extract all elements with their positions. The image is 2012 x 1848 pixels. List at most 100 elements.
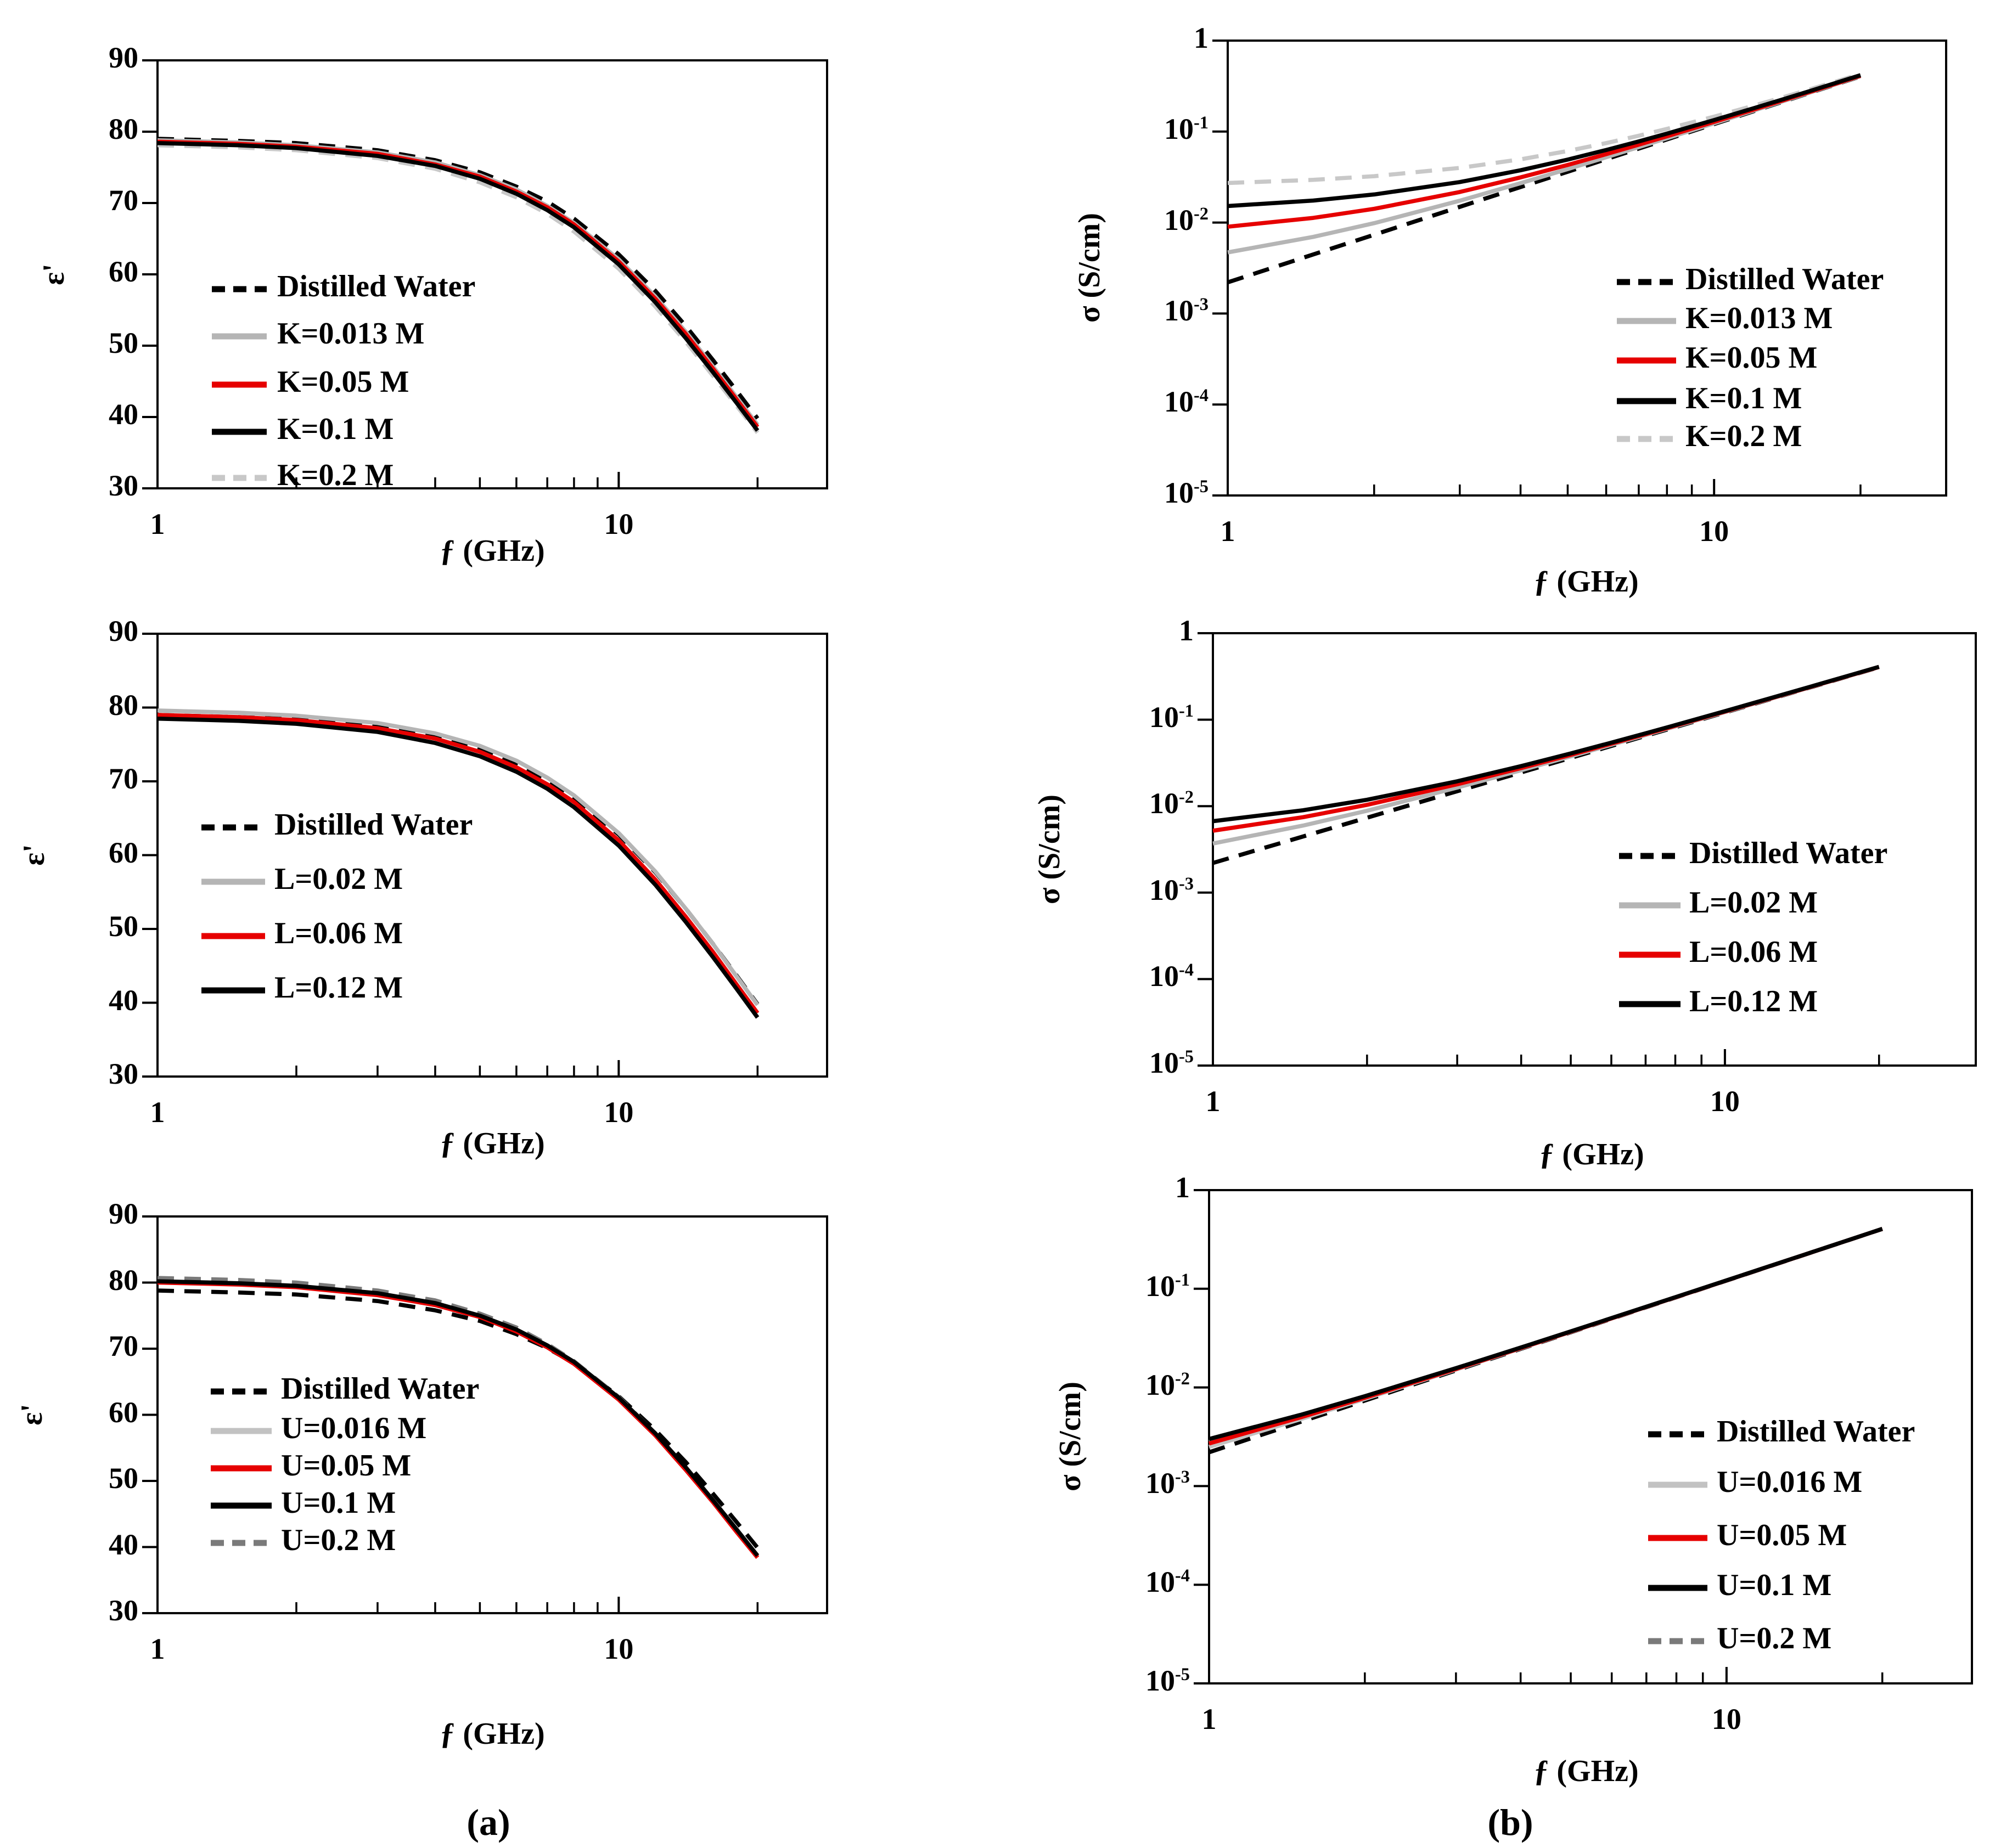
exponent: -4 [1194, 386, 1209, 406]
b3-y-tick-label-1: 10-1 [1145, 1269, 1190, 1303]
b3-series-u-0-1-m [1209, 1227, 1883, 1441]
a1-x-axis-title: ƒ (GHz) [440, 534, 545, 568]
b2-legend-label-2: L=0.06 M [1689, 935, 1818, 969]
a2-y-tick-label-5: 40 [109, 983, 138, 1017]
a2-y-axis-title: ε' [17, 844, 51, 866]
exponent: -4 [1179, 960, 1194, 981]
a1-x-tick-label-10: 10 [604, 508, 634, 540]
b1-legend-label-2: K=0.05 M [1685, 341, 1818, 375]
b1-series-k-0-2-m [1227, 72, 1862, 185]
exponent: -2 [1179, 787, 1194, 808]
b3-legend-label-1: U=0.016 M [1717, 1465, 1863, 1499]
a2-y-tick-label-1: 80 [109, 688, 138, 722]
b1-legend-label-3: K=0.1 M [1685, 381, 1802, 415]
exponent: -1 [1179, 701, 1194, 721]
a2-legend-label-2: L=0.06 M [274, 916, 403, 950]
b3-x-axis-title: ƒ (GHz) [1533, 1754, 1639, 1788]
b2-x-axis-title: ƒ (GHz) [1539, 1137, 1644, 1171]
a1-x-tick-label-1: 1 [150, 508, 165, 540]
b3-legend-label-0: Distilled Water [1717, 1415, 1915, 1449]
a2-x-tick-label-1: 1 [150, 1096, 165, 1129]
exponent: -5 [1175, 1665, 1190, 1684]
a2-y-tick-label-2: 70 [109, 762, 138, 795]
a3-y-axis-title: ε' [15, 1404, 49, 1426]
exponent: -3 [1175, 1467, 1190, 1488]
b3-legend-label-2: U=0.05 M [1717, 1518, 1847, 1552]
a1-legend-label-2: K=0.05 M [277, 365, 409, 399]
panel-label-a: (a) [467, 1801, 510, 1843]
a1-y-tick-label-1: 80 [109, 112, 138, 145]
b1-y-tick-label-3: 10-3 [1164, 294, 1209, 328]
a2-y-tick-label-4: 50 [109, 910, 138, 943]
b1-series-k-0-1-m [1227, 73, 1862, 209]
b2-legend-label-1: L=0.02 M [1689, 886, 1818, 920]
panel-label-b: (b) [1487, 1801, 1533, 1843]
b2-legend-label-0: Distilled Water [1689, 836, 1888, 870]
a2-x-axis-title: ƒ (GHz) [440, 1126, 545, 1160]
exponent: -1 [1194, 112, 1209, 133]
a3-series-u-0-2-m [157, 1276, 760, 1558]
b3-x-tick-label-1: 1 [1201, 1703, 1217, 1736]
a2-y-tick-label-6: 30 [109, 1057, 138, 1090]
b1-y-tick-label-2: 10-2 [1164, 203, 1209, 236]
exponent: -5 [1194, 477, 1209, 497]
exponent: -2 [1194, 204, 1209, 224]
b2-y-axis-title: σ (S/cm) [1032, 795, 1066, 904]
b3-legend-label-4: U=0.2 M [1717, 1621, 1832, 1655]
b1-y-tick-label-1: 10-1 [1164, 112, 1209, 145]
b1-y-axis-title: σ (S/cm) [1072, 213, 1106, 323]
a1-y-tick-label-6: 30 [109, 469, 138, 502]
a3-legend-label-2: U=0.05 M [281, 1449, 412, 1483]
b3-y-tick-label-2: 10-2 [1145, 1368, 1190, 1401]
chart-a3 [0, 1196, 933, 1750]
b1-legend-label-0: Distilled Water [1685, 262, 1884, 296]
b3-plot-border [1208, 1189, 1973, 1684]
b1-y-tick-label-4: 10-4 [1164, 385, 1209, 419]
a3-legend-label-1: U=0.016 M [281, 1411, 427, 1445]
b3-y-axis-title: σ (S/cm) [1053, 1382, 1087, 1491]
a2-y-tick-label-3: 60 [109, 836, 138, 869]
a3-y-tick-label-2: 70 [109, 1329, 138, 1362]
exponent: -5 [1179, 1047, 1194, 1067]
b1-y-tick-label-5: 10-5 [1164, 476, 1209, 509]
b2-x-tick-label-1: 1 [1205, 1085, 1221, 1118]
a3-legend-label-3: U=0.1 M [281, 1486, 396, 1520]
a2-legend-label-3: L=0.12 M [274, 971, 403, 1005]
a1-y-tick-label-0: 90 [109, 41, 138, 74]
b3-y-tick-label-0: 1 [1175, 1171, 1190, 1204]
b1-x-axis-title: ƒ (GHz) [1533, 565, 1639, 599]
a1-y-tick-label-2: 70 [109, 184, 138, 217]
b2-legend-label-3: L=0.12 M [1689, 984, 1818, 1018]
b2-y-tick-label-2: 10-2 [1149, 787, 1194, 820]
b3-legend-label-3: U=0.1 M [1717, 1568, 1832, 1602]
a1-series-k-0-1-m [157, 141, 760, 432]
a2-series-l-0-02-m [157, 708, 760, 1006]
a2-y-tick-label-0: 90 [109, 615, 138, 647]
exponent: -3 [1179, 874, 1194, 894]
exponent: -4 [1175, 1566, 1190, 1586]
a2-x-tick-label-10: 10 [604, 1096, 634, 1129]
b2-y-tick-label-3: 10-3 [1149, 873, 1194, 906]
a3-y-tick-label-3: 60 [109, 1395, 138, 1429]
a1-legend-label-3: K=0.1 M [277, 412, 394, 446]
a1-legend-label-1: K=0.013 M [277, 317, 425, 351]
b1-x-tick-label-1: 1 [1220, 515, 1235, 548]
a3-legend-label-0: Distilled Water [281, 1372, 480, 1406]
chart-a2 [0, 598, 933, 1191]
a1-series-distilled-water [157, 137, 760, 420]
a1-y-tick-label-3: 60 [109, 255, 138, 288]
b2-y-tick-label-5: 10-5 [1149, 1046, 1194, 1079]
b2-plot-border [1212, 632, 1977, 1067]
b2-y-tick-label-4: 10-4 [1149, 960, 1194, 993]
b2-series-l-0-12-m [1212, 664, 1880, 824]
a3-series-u-0-1-m [157, 1279, 760, 1557]
a3-x-tick-label-10: 10 [604, 1632, 634, 1665]
b3-y-tick-label-4: 10-4 [1145, 1565, 1190, 1599]
exponent: -1 [1175, 1270, 1190, 1290]
a2-series-l-0-06-m [157, 713, 760, 1015]
a1-legend-label-4: K=0.2 M [277, 458, 394, 492]
a2-legend-label-1: L=0.02 M [274, 862, 403, 896]
b1-plot-border [1227, 40, 1947, 497]
